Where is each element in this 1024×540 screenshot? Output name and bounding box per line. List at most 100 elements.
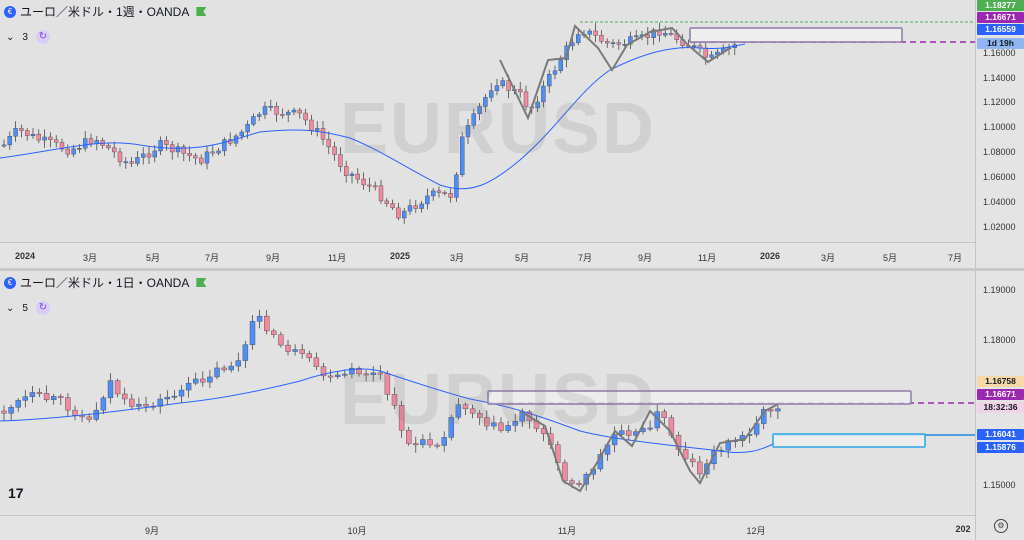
candle [36, 392, 43, 394]
weekly-chart-area[interactable]: EURUSD € ユーロ／米ドル・1週・OANDA ⌄ 3 ↻ [0, 0, 975, 242]
candle [703, 47, 708, 58]
candle [455, 404, 462, 418]
weekly-chart-pane[interactable]: EURUSD € ユーロ／米ドル・1週・OANDA ⌄ 3 ↻ 1.16000 1… [0, 0, 1024, 268]
support-zone [772, 433, 926, 448]
daily-chart-pane[interactable]: EURUSD € ユーロ／米ドル・1日・OANDA ⌄ 5 ↻ 1.19000 1… [0, 271, 1024, 540]
candle [143, 404, 149, 407]
weekly-candles [0, 21, 975, 224]
candle [286, 111, 291, 116]
candle [278, 334, 284, 346]
gear-icon[interactable]: ⚙ [994, 519, 1008, 533]
candle [71, 148, 76, 155]
candle [576, 483, 582, 485]
candle [193, 155, 198, 159]
time-tick-label: 7月 [577, 253, 593, 263]
candle [402, 210, 407, 219]
sync-icon[interactable]: ↻ [35, 301, 50, 315]
candle [13, 128, 18, 137]
candle [498, 422, 504, 431]
green-flag-icon[interactable] [196, 7, 207, 16]
candle [106, 145, 111, 149]
candle [427, 439, 433, 446]
candle [562, 462, 568, 481]
candle [221, 367, 227, 371]
candle [65, 148, 71, 155]
candle [616, 42, 621, 45]
chart-pattern-line [499, 24, 731, 121]
price-tick-label: 1.04000 [983, 197, 1016, 207]
candle [51, 396, 57, 401]
price-tag: 1.16041 [977, 429, 1024, 440]
candle [140, 153, 146, 158]
candle [373, 185, 378, 188]
candle [518, 89, 523, 93]
candle [484, 417, 490, 427]
candle [36, 133, 41, 141]
daily-symbol-label[interactable]: ユーロ／米ドル・1日・OANDA [20, 276, 190, 290]
price-tick-label: 1.06000 [983, 172, 1016, 182]
candle [697, 461, 703, 475]
candle [82, 138, 88, 149]
daily-chart-area[interactable]: EURUSD € ユーロ／米ドル・1日・OANDA ⌄ 5 ↻ [0, 271, 975, 515]
pane-divider[interactable] [0, 268, 1024, 271]
sync-icon[interactable]: ↻ [35, 30, 50, 44]
candle [500, 80, 505, 86]
candle [448, 193, 453, 198]
time-tick-label: 11月 [327, 253, 347, 263]
candle [59, 142, 65, 150]
candle [419, 203, 424, 209]
candle [413, 443, 419, 446]
candle [58, 396, 64, 398]
price-tag: 1.16671 [977, 12, 1024, 23]
daily-indicator-legend[interactable]: ⌄ 5 ↻ [6, 301, 50, 315]
time-tick-label: 7月 [204, 253, 220, 263]
candle [19, 128, 24, 131]
candle [200, 378, 206, 383]
candle [599, 35, 604, 42]
weekly-legend[interactable]: € ユーロ／米ドル・1週・OANDA [4, 3, 207, 20]
green-flag-icon[interactable] [196, 278, 207, 287]
candle [192, 378, 199, 384]
candle [505, 425, 511, 431]
candle [682, 449, 689, 460]
daily-legend[interactable]: € ユーロ／米ドル・1日・OANDA [4, 274, 207, 291]
candle [297, 109, 302, 114]
candle [107, 380, 114, 399]
daily-price-axis[interactable]: 1.19000 1.18000 1.15000 1.16758 1.16671 18:32… [975, 271, 1024, 540]
weekly-symbol-label[interactable]: ユーロ／米ドル・1週・OANDA [20, 5, 190, 19]
tradingview-logo[interactable]: 17 [8, 485, 24, 501]
weekly-indicator-legend[interactable]: ⌄ 3 ↻ [6, 30, 50, 44]
candle [367, 184, 372, 187]
daily-time-axis[interactable]: 9月 10月 11月 12月 202 [0, 515, 975, 540]
candle [587, 30, 592, 35]
price-tick-label: 1.08000 [983, 147, 1016, 157]
time-tick-label: 9月 [144, 526, 160, 536]
resistance-zone [487, 390, 912, 405]
candle [535, 101, 540, 109]
chevron-down-icon[interactable]: ⌄ [6, 302, 15, 314]
candle [356, 367, 362, 375]
candle [43, 393, 50, 401]
candle [256, 315, 263, 322]
candle [315, 128, 320, 131]
candle [210, 151, 216, 154]
moving-average-line [0, 43, 746, 190]
candle [396, 207, 401, 219]
weekly-time-axis[interactable]: 2024 3月 5月 7月 9月 11月 2025 3月 5月 7月 9月 11月 2026 3月 5月 7月 [0, 242, 975, 268]
weekly-price-axis[interactable]: 1.16000 1.14000 1.12000 1.10000 1.08000 1.060… [975, 0, 1024, 268]
chevron-down-icon[interactable]: ⌄ [6, 31, 15, 43]
candle [361, 178, 366, 186]
price-tag: 1.16758 [977, 376, 1024, 387]
symbol-watermark: EURUSD [340, 89, 657, 169]
time-tick-label: 202 [955, 524, 971, 534]
resistance-zone [689, 27, 903, 43]
candle [235, 360, 242, 367]
candle [48, 136, 53, 140]
time-tick-label: 11月 [557, 526, 577, 536]
time-tick-label: 5月 [145, 253, 161, 263]
candle [42, 136, 47, 141]
time-tick-label: 2024 [14, 251, 36, 261]
symbol-watermark: EURUSD [340, 360, 657, 440]
candle [547, 74, 552, 87]
time-tick-label: 3月 [449, 253, 465, 263]
